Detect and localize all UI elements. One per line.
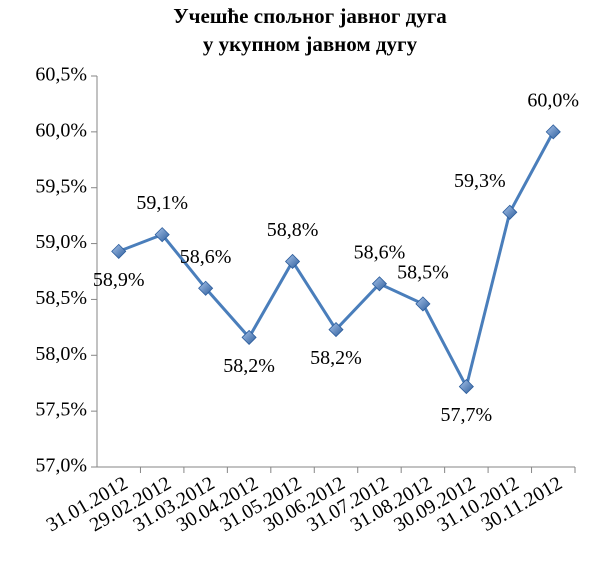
- data-label: 58,2%: [310, 347, 362, 369]
- y-tick-label: 58,5%: [35, 287, 87, 309]
- marker: [328, 322, 344, 338]
- data-label: 59,1%: [136, 192, 188, 214]
- y-tick-label: 60,5%: [35, 64, 87, 86]
- data-label: 60,0%: [527, 89, 579, 111]
- y-tick-label: 57,5%: [35, 399, 87, 421]
- data-label: 58,8%: [267, 219, 319, 241]
- data-label: 58,5%: [397, 261, 449, 283]
- data-label: 59,3%: [454, 170, 506, 192]
- marker: [458, 379, 474, 395]
- marker: [154, 227, 170, 243]
- marker: [545, 124, 561, 140]
- y-tick-label: 60,0%: [35, 119, 87, 141]
- y-tick-label: 57,0%: [35, 455, 87, 477]
- data-label: 58,6%: [354, 241, 406, 263]
- data-label: 58,6%: [180, 246, 232, 268]
- y-tick-label: 59,0%: [35, 231, 87, 253]
- y-tick-label: 58,0%: [35, 343, 87, 365]
- chart-title: Учешће спољног јавног дуга: [173, 4, 447, 28]
- marker: [198, 280, 214, 296]
- marker: [111, 243, 127, 259]
- marker: [415, 296, 431, 312]
- data-label: 58,9%: [93, 269, 145, 291]
- marker: [371, 276, 388, 292]
- data-label: 57,7%: [441, 404, 493, 426]
- marker: [284, 253, 301, 270]
- data-label: 58,2%: [223, 355, 275, 377]
- chart-title: у укупном јавном дугу: [203, 32, 418, 56]
- y-tick-label: 59,5%: [35, 175, 87, 197]
- marker: [502, 204, 518, 220]
- marker: [241, 329, 257, 345]
